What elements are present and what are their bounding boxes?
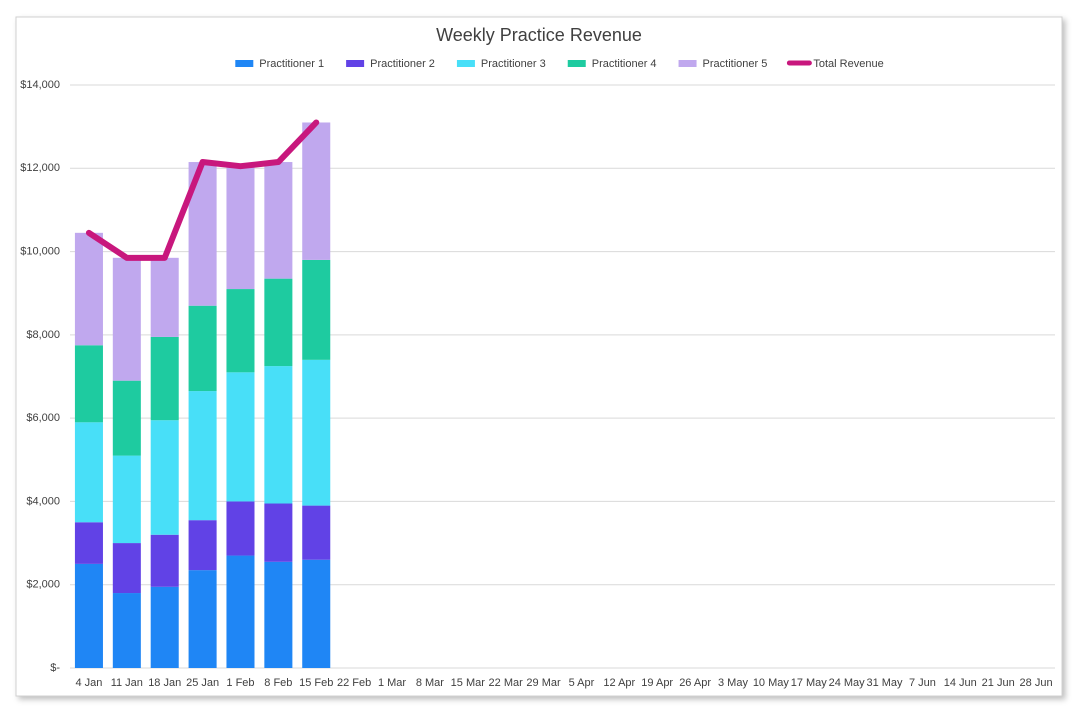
x-tick-label: 29 Mar — [526, 677, 561, 689]
y-tick-label: $12,000 — [20, 162, 60, 174]
lines — [85, 119, 320, 261]
legend-item: Practitioner 5 — [678, 58, 768, 70]
bar-segment — [226, 166, 255, 290]
legend-swatch — [456, 60, 475, 67]
y-tick-label: $14,000 — [20, 79, 60, 91]
bar-segment — [150, 336, 179, 421]
legend-item: Total Revenue — [786, 58, 884, 70]
legend-label: Practitioner 5 — [703, 58, 768, 70]
bar-segment — [302, 559, 331, 668]
bar-segment — [74, 522, 103, 564]
bar-segment — [302, 505, 331, 560]
bar-segment — [74, 345, 103, 423]
y-tick-label: $6,000 — [26, 412, 60, 424]
bar-segment — [112, 380, 141, 456]
legend: Practitioner 1 Practitioner 2 Practitioner… — [235, 58, 884, 70]
x-tick-label: 18 Jan — [148, 677, 181, 689]
legend-swatch — [567, 60, 586, 67]
legend-label: Practitioner 2 — [370, 58, 435, 70]
bar-segment — [150, 257, 179, 337]
bar-segment — [188, 520, 217, 571]
x-tick-label: 19 Apr — [641, 677, 673, 689]
x-tick-label: 15 Mar — [451, 677, 486, 689]
legend-item: Practitioner 2 — [346, 58, 435, 70]
y-tick-label: $- — [50, 662, 60, 674]
x-tick-label: 26 Apr — [679, 677, 711, 689]
bar-segment — [112, 593, 141, 668]
legend-item: Practitioner 3 — [456, 58, 546, 70]
bar-segment — [74, 563, 103, 668]
bar-segment — [226, 372, 255, 502]
x-tick-label: 10 May — [753, 677, 790, 689]
bar-segment — [226, 555, 255, 668]
axes: $- $2,000 $4,000 $6,000 $8,000 $10,000 $12,000… — [20, 79, 1052, 689]
bar-segment — [264, 503, 293, 562]
bar-segment — [264, 561, 293, 668]
chart-title: Weekly Practice Revenue — [436, 25, 642, 45]
legend-swatch — [346, 60, 365, 67]
bars — [74, 122, 331, 668]
x-tick-label: 1 Mar — [378, 677, 406, 689]
bar-segment — [302, 359, 331, 506]
bar-segment — [112, 455, 141, 544]
x-tick-label: 24 May — [829, 677, 866, 689]
legend-label: Total Revenue — [813, 58, 883, 70]
x-tick-label: 25 Jan — [186, 677, 219, 689]
x-tick-label: 1 Feb — [226, 677, 254, 689]
legend-item: Practitioner 1 — [235, 58, 324, 70]
bar-segment — [188, 305, 217, 392]
x-tick-label: 4 Jan — [75, 677, 102, 689]
y-tick-label: $2,000 — [26, 579, 60, 591]
x-tick-label: 21 Jun — [982, 677, 1015, 689]
x-tick-label: 7 Jun — [909, 677, 936, 689]
x-tick-label: 14 Jun — [944, 677, 977, 689]
x-tick-label: 17 May — [791, 677, 828, 689]
bar-segment — [226, 289, 255, 373]
legend-label: Practitioner 4 — [592, 58, 657, 70]
bar-segment — [112, 257, 141, 381]
x-tick-label: 8 Feb — [264, 677, 292, 689]
x-tick-label: 5 Apr — [569, 677, 595, 689]
bar-segment — [112, 543, 141, 594]
bar-segment — [264, 162, 293, 279]
bar-segment — [302, 122, 331, 260]
bar-segment — [264, 366, 293, 504]
line-series — [85, 119, 320, 261]
legend-swatch — [678, 60, 697, 67]
x-tick-label: 11 Jan — [111, 677, 143, 689]
x-tick-label: 22 Feb — [337, 677, 371, 689]
bar-segment — [188, 570, 217, 668]
x-tick-label: 31 May — [866, 677, 903, 689]
bar-segment — [150, 420, 179, 535]
x-tick-label: 22 Mar — [489, 677, 524, 689]
x-tick-label: 8 Mar — [416, 677, 444, 689]
x-tick-label: 15 Feb — [299, 677, 333, 689]
x-tick-label: 3 May — [718, 677, 748, 689]
bar-segment — [188, 391, 217, 521]
legend-label: Practitioner 1 — [259, 58, 324, 70]
legend-swatch — [235, 60, 254, 67]
legend-item: Practitioner 4 — [567, 58, 657, 70]
y-tick-label: $4,000 — [26, 495, 60, 507]
x-tick-label: 28 Jun — [1020, 677, 1053, 689]
bar-segment — [264, 278, 293, 367]
bar-segment — [302, 259, 331, 360]
legend-label: Practitioner 3 — [481, 58, 546, 70]
bar-segment — [226, 501, 255, 556]
bar-segment — [150, 586, 179, 668]
bar-segment — [150, 534, 179, 587]
y-tick-label: $10,000 — [20, 245, 60, 257]
bar-segment — [74, 232, 103, 346]
y-tick-label: $8,000 — [26, 329, 60, 341]
bar-segment — [74, 422, 103, 523]
x-tick-label: 12 Apr — [603, 677, 635, 689]
